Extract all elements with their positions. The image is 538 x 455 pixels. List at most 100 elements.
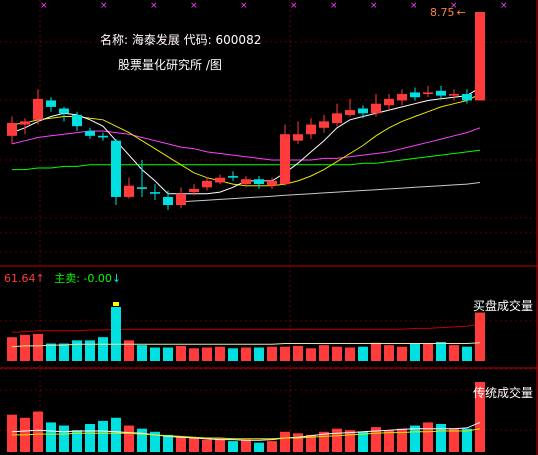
buy-volume-bar: [371, 342, 381, 361]
trad-volume-bar: [358, 431, 368, 452]
top-marker: ×: [240, 1, 248, 11]
candle-body: [202, 180, 212, 188]
buy-volume-bar: [20, 334, 30, 361]
buy-volume-bar: [7, 337, 17, 361]
buy-volume-bar: [215, 346, 225, 361]
trad-volume-bar: [189, 438, 199, 452]
candle-body: [462, 94, 472, 101]
trad-volume-bar: [59, 425, 69, 452]
candle-body: [7, 122, 17, 136]
trad-volume-bar: [202, 439, 212, 452]
buy-volume-bar: [202, 347, 212, 361]
trad-volume-bar: [267, 441, 277, 452]
trad-volume-bar: [72, 430, 82, 452]
candle-body: [384, 98, 394, 106]
buy-volume-bar: [189, 348, 199, 361]
buy-indicator: 61.64↑ 主卖: -0.00↓: [0, 270, 121, 286]
top-marker: ×: [450, 1, 458, 11]
candle-body: [124, 185, 134, 197]
trad-volume-bar: [228, 441, 238, 452]
ma60-line: [180, 182, 481, 203]
candle-body: [20, 121, 30, 125]
buy-volume-bar: [358, 346, 368, 361]
trad-volume-ma-a: [11, 421, 481, 441]
trad-volume-bar: [46, 422, 56, 452]
candle-body: [449, 94, 459, 96]
buy-volume-bar: [228, 348, 238, 361]
stock-subtitle: 股票量化研究所 /图: [118, 58, 222, 72]
trad-volume-bar: [111, 417, 121, 452]
candle-body: [254, 179, 264, 185]
buy-volume-bar: [306, 348, 316, 361]
candle-body: [111, 140, 121, 197]
buy-volume-bar: [137, 345, 147, 361]
candle-body: [46, 100, 56, 107]
candle-body: [215, 177, 225, 183]
candle-body: [59, 108, 69, 114]
top-marker: ×: [100, 1, 108, 11]
trad-volume-bar: [345, 430, 355, 452]
buy-volume-bar: [436, 341, 446, 361]
ma30-line: [12, 149, 481, 171]
buy-volume-bar: [319, 345, 329, 361]
buy-value: 61.64: [4, 272, 36, 285]
buy-volume-bar: [176, 345, 186, 361]
buy-volume-bar: [163, 347, 173, 361]
buy-volume-bar: [150, 347, 160, 361]
high-price-arrow: ←: [456, 6, 466, 19]
candle-body: [267, 180, 277, 186]
buy-volume-bar: [293, 345, 303, 361]
trad-volume-bar: [410, 425, 420, 452]
candle-body: [72, 114, 82, 127]
top-marker: ×: [370, 1, 378, 11]
buy-volume-bar: [124, 340, 134, 361]
trad-volume-bar: [85, 424, 95, 452]
buy-volume-bar: [111, 307, 121, 361]
trad-volume-bar: [124, 425, 134, 452]
candle-body: [371, 103, 381, 114]
high-price-value: 8.75: [430, 6, 455, 19]
trad-volume-bar: [293, 433, 303, 452]
trad-volume-bar: [462, 428, 472, 452]
candle-body: [98, 135, 108, 138]
buy-volume-bar: [254, 347, 264, 361]
trad-volume-bar: [306, 434, 316, 452]
buy-volume-title: 买盘成交量: [473, 299, 534, 313]
top-marker: ×: [290, 1, 298, 11]
trad-volume-bar: [7, 414, 17, 452]
buy-volume-bar: [332, 346, 342, 361]
buy-volume-peak-marker: [113, 302, 119, 306]
buy-volume-bar: [280, 346, 290, 361]
candle-body: [293, 134, 303, 141]
trad-volume-bar: [33, 411, 43, 452]
candle-body: [397, 94, 407, 101]
candle-body: [475, 12, 485, 101]
top-marker: ×: [150, 1, 158, 11]
candle-body: [241, 179, 251, 185]
ma20-line: [11, 127, 481, 161]
buy-volume-bar: [475, 312, 485, 361]
candle-body: [150, 192, 160, 194]
buy-volume-bar: [241, 347, 251, 361]
candle-body: [228, 176, 238, 178]
trad-volume-bar: [449, 428, 459, 452]
ma10-line: [11, 93, 481, 187]
trad-volume-bar: [241, 439, 251, 452]
trad-volume-bar: [137, 428, 147, 452]
trad-volume-bar: [397, 428, 407, 452]
sell-arrow: ↓: [111, 272, 122, 285]
buy-volume-bar: [410, 343, 420, 361]
top-marker: ×: [190, 1, 198, 11]
buy-volume-bar: [345, 347, 355, 361]
trad-volume-bar: [436, 424, 446, 452]
buy-volume-bar: [267, 346, 277, 361]
trad-volume-bar: [332, 428, 342, 452]
candle-body: [306, 124, 316, 135]
trad-volume-bar: [423, 422, 433, 452]
candle-body: [33, 98, 43, 120]
candle-body: [423, 92, 433, 95]
trad-volume-bar: [254, 442, 264, 452]
buy-volume-avg-line-b: [11, 342, 481, 348]
buy-volume-bar: [85, 340, 95, 361]
